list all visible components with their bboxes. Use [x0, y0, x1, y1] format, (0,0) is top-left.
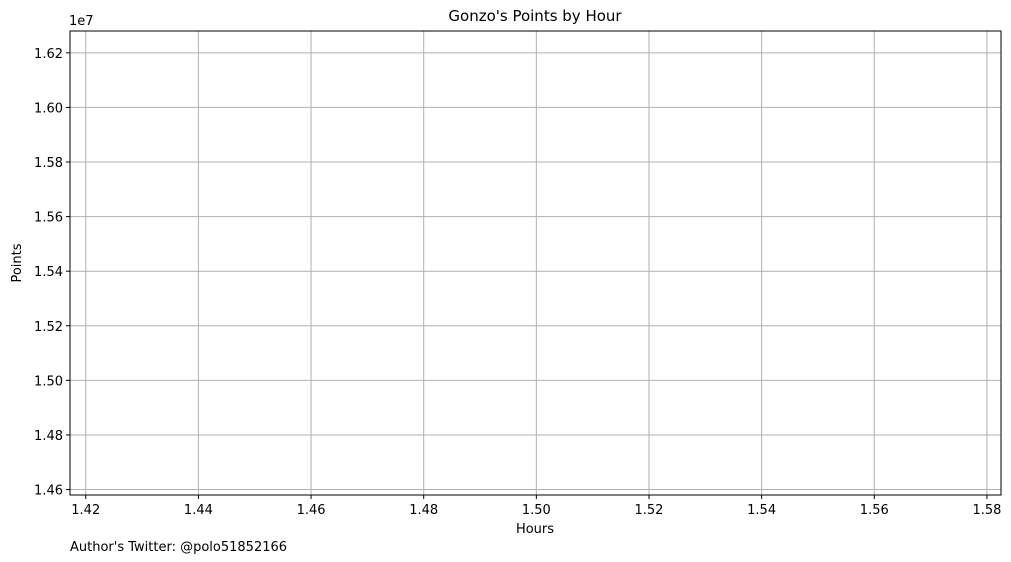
plot-frame — [69, 30, 1002, 496]
y-tick-label: 1.46 — [34, 484, 63, 499]
y-axis-title: Points — [10, 243, 25, 282]
y-tick-label: 1.54 — [34, 265, 63, 280]
y-axis-ticks: 1.46 1.48 1.50 1.52 1.54 1.56 1.58 1.60 1.62 — [34, 47, 70, 499]
x-tick-label: 1.52 — [635, 503, 664, 518]
y-tick-label: 1.60 — [34, 101, 63, 116]
y-tick-label: 1.58 — [34, 156, 63, 171]
x-tick-label: 1.46 — [297, 503, 326, 518]
x-tick-label: 1.54 — [747, 503, 776, 518]
grid — [70, 31, 1001, 495]
y-tick-label: 1.48 — [34, 429, 63, 444]
x-tick-label: 1.56 — [860, 503, 889, 518]
x-tick-label: 1.42 — [71, 503, 100, 518]
x-tick-label: 1.44 — [184, 503, 213, 518]
x-tick-label: 1.50 — [522, 503, 551, 518]
y-tick-label: 1.50 — [34, 374, 63, 389]
y-tick-label: 1.62 — [34, 47, 63, 62]
y-tick-label: 1.52 — [34, 320, 63, 335]
x-axis-title: Hours — [516, 522, 554, 537]
chart-title: Gonzo's Points by Hour — [448, 7, 622, 25]
author-twitter-note: Author's Twitter: @polo51852166 — [70, 540, 287, 555]
y-axis-offset-label: 1e7 — [69, 14, 94, 29]
x-tick-label: 1.58 — [972, 503, 1001, 518]
y-tick-label: 1.56 — [34, 211, 63, 226]
x-axis-ticks: 1.42 1.44 1.46 1.48 1.50 1.52 1.54 1.56 1.58 — [71, 495, 1001, 518]
x-tick-label: 1.48 — [409, 503, 438, 518]
